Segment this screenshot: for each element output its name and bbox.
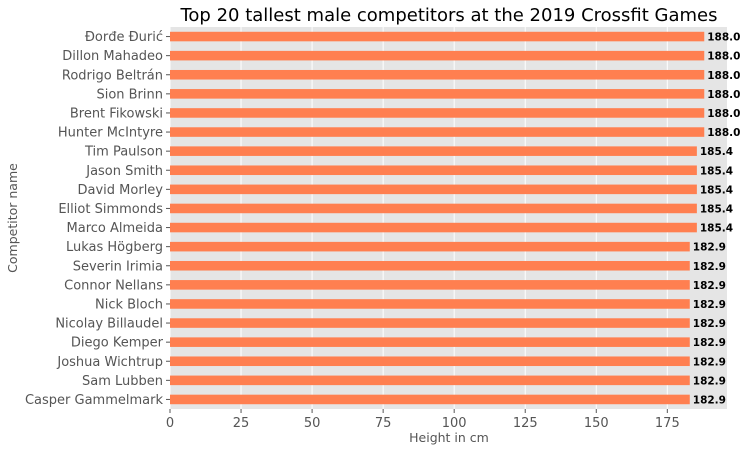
bar <box>170 241 690 252</box>
bar <box>170 127 705 137</box>
bar <box>170 222 697 233</box>
y-tick-label: Lukas Högberg <box>66 240 163 255</box>
bar-value-label: 188.0 <box>707 32 740 44</box>
bar-value-label: 185.4 <box>700 223 733 235</box>
bars <box>170 31 705 405</box>
x-axis-label: Height in cm <box>409 430 489 445</box>
bar <box>170 31 705 42</box>
bar-value-label: 182.9 <box>693 337 726 349</box>
bar-value-label: 182.9 <box>693 356 726 368</box>
bar <box>170 108 705 118</box>
bar <box>170 50 705 61</box>
bar <box>170 203 697 214</box>
bar <box>170 280 690 290</box>
bar-value-label: 182.9 <box>693 261 726 273</box>
x-tick-label: 75 <box>375 416 392 431</box>
y-tick-label: Đorđe Đurić <box>85 30 163 45</box>
x-tick-label: 150 <box>584 416 609 431</box>
bar-value-label: 188.0 <box>707 70 740 82</box>
bar-value-label: 185.4 <box>700 165 733 177</box>
bar-value-label: 182.9 <box>693 375 726 387</box>
bar <box>170 299 690 309</box>
y-tick-label: Nick Bloch <box>95 297 163 312</box>
x-tick-label: 25 <box>233 416 250 431</box>
bar-value-label: 182.9 <box>693 299 726 311</box>
x-tick-label: 0 <box>166 416 174 431</box>
y-tick-label: Sam Lubben <box>82 374 163 389</box>
chart-title: Top 20 tallest male competitors at the 2… <box>179 5 717 26</box>
y-tick-label: Brent Fikowski <box>70 106 163 121</box>
bar-value-label: 185.4 <box>700 146 733 158</box>
x-tick-label: 125 <box>513 416 538 431</box>
y-tick-label: Sion Brinn <box>96 87 163 102</box>
bar-value-label: 182.9 <box>693 280 726 292</box>
y-tick-label: Casper Gammelmark <box>25 393 163 408</box>
x-axis-ticks: 0 25 50 75 100 125 150 175 <box>166 409 680 431</box>
y-tick-label: Hunter McIntyre <box>58 126 163 141</box>
bar-value-label: 182.9 <box>693 394 726 406</box>
y-tick-label: Jason Smith <box>85 164 163 179</box>
bar-value-label: 182.9 <box>693 318 726 330</box>
y-axis-label: Competitor name <box>5 163 20 273</box>
bar <box>170 260 690 271</box>
bar-value-label: 182.9 <box>693 242 726 254</box>
y-tick-label: Rodrigo Beltrán <box>62 68 163 83</box>
y-tick-label: Marco Almeida <box>67 221 163 236</box>
y-tick-label: Dillon Mahadeo <box>62 49 163 64</box>
bar <box>170 318 690 328</box>
bar <box>170 165 697 176</box>
x-tick-label: 50 <box>304 416 321 431</box>
bar-value-label: 188.0 <box>707 89 740 101</box>
bar-value-label: 185.4 <box>700 203 733 215</box>
y-tick-label: David Morley <box>78 183 164 198</box>
bar <box>170 89 705 99</box>
y-tick-label: Nicolay Billaudel <box>55 317 163 332</box>
bar-value-label: 188.0 <box>707 51 740 63</box>
y-tick-label: Tim Paulson <box>84 145 163 160</box>
bar-value-label: 185.4 <box>700 184 733 196</box>
y-tick-label: Severin Irimia <box>73 259 163 274</box>
bar <box>170 146 697 156</box>
bar <box>170 184 697 195</box>
y-tick-label: Elliot Simmonds <box>58 202 163 217</box>
x-tick-label: 100 <box>442 416 467 431</box>
y-tick-label: Connor Nellans <box>64 278 163 293</box>
x-tick-label: 175 <box>655 416 680 431</box>
bar <box>170 375 690 386</box>
bar <box>170 337 690 347</box>
bar <box>170 69 705 80</box>
bar-value-label: 188.0 <box>707 127 740 139</box>
bar <box>170 394 690 405</box>
value-labels: 188.0 188.0 188.0 188.0 188.0 188.0 185.4 185.4… <box>693 32 741 407</box>
y-axis-ticks: Đorđe Đurić Dillon Mahadeo Rodrigo Beltrán… <box>25 30 170 408</box>
y-tick-label: Joshua Wichtrup <box>56 355 163 370</box>
bar-value-label: 188.0 <box>707 108 740 120</box>
bar <box>170 356 690 367</box>
plot-background <box>170 27 727 409</box>
y-tick-label: Diego Kemper <box>71 336 164 351</box>
